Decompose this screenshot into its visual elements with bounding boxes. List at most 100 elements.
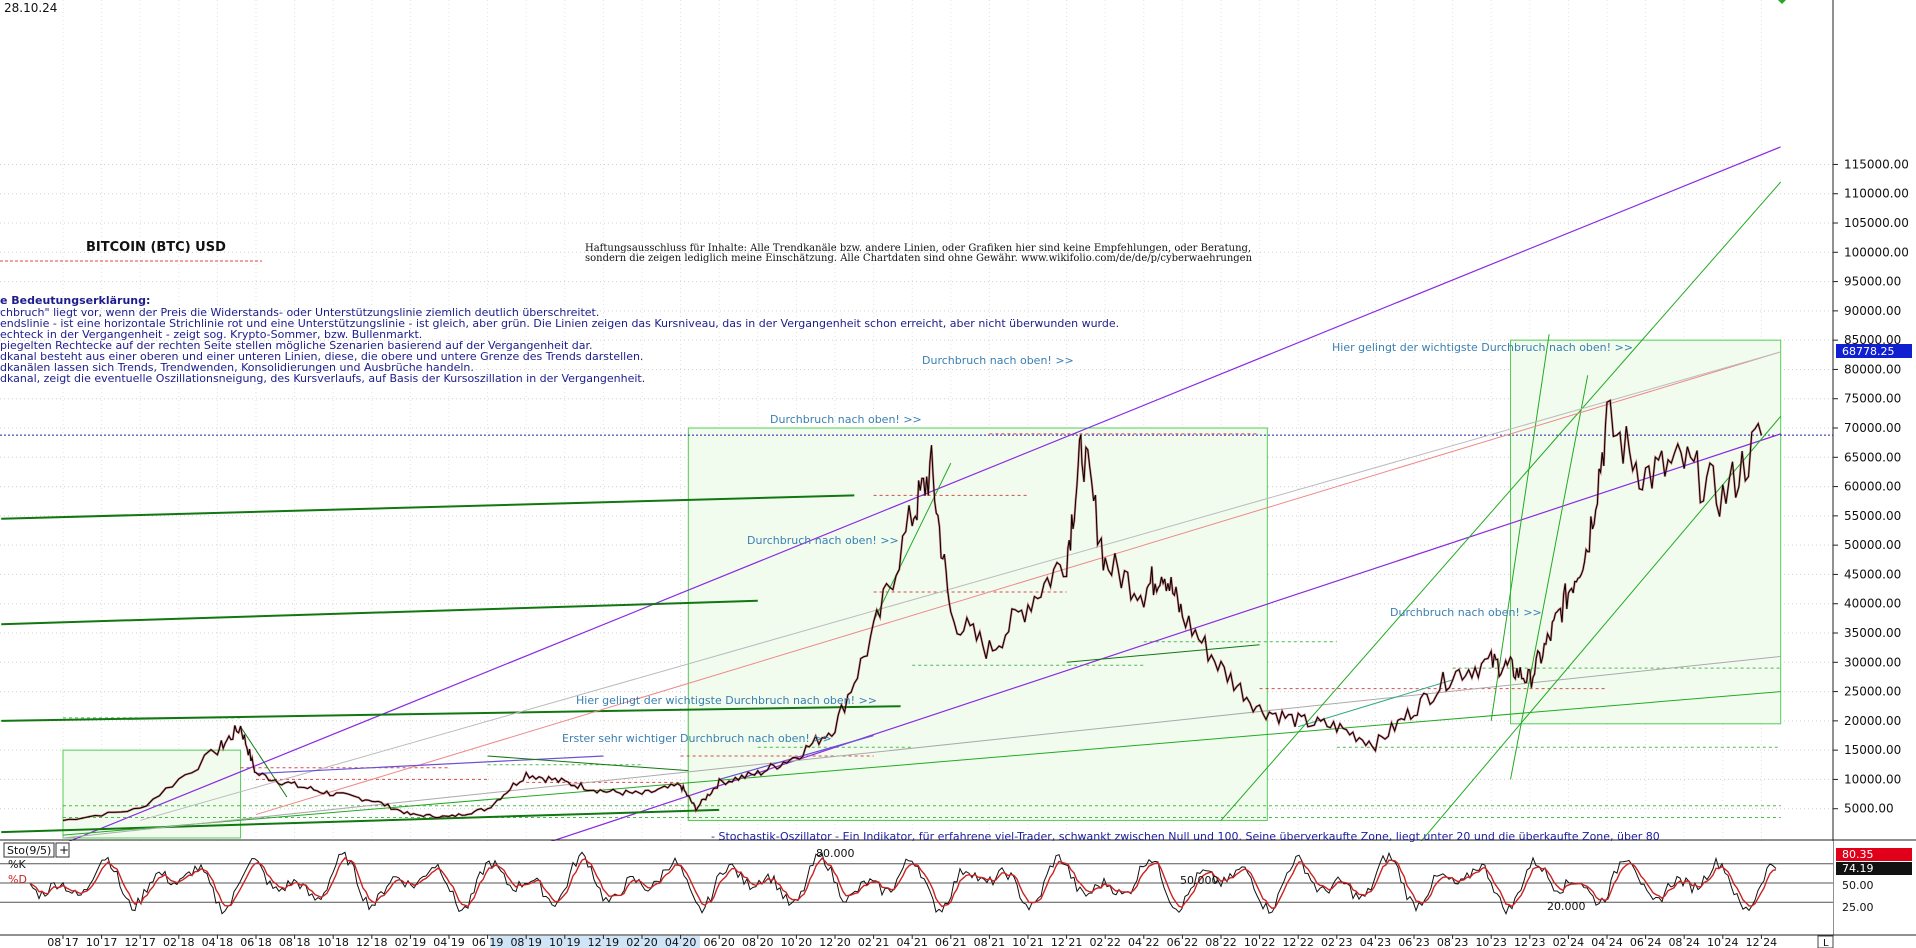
x-tick-label: 08 24 (1668, 936, 1700, 948)
trend-line (1413, 415, 1782, 851)
legend-line: dkanal, zeigt die eventuelle Oszillation… (0, 372, 645, 385)
x-tick-label: 04 21 (896, 936, 928, 948)
legend-line: dkanal besteht aus einer oberen und eine… (0, 350, 643, 363)
price-line (62, 399, 1762, 821)
bull-market-rectangles (62, 339, 1782, 839)
trend-line (1, 808, 720, 834)
y-tick-label: 20000.00 (1844, 714, 1901, 728)
trend-line (1, 494, 855, 520)
trend-line (62, 146, 1781, 845)
trend-line (255, 351, 1781, 816)
legend-line: chbruch" liegt vor, wenn der Preis die W… (0, 306, 599, 319)
x-tick-label: 12 21 (1051, 936, 1083, 948)
chart-title: BITCOIN (BTC) USD (86, 240, 226, 255)
indicator-name: Sto(9/5) (7, 844, 51, 857)
y-tick-label: 100000.00 (1844, 245, 1909, 259)
annotation-breakout: Durchbruch nach oben! >> (747, 534, 899, 547)
x-tick-label: 10 24 (1707, 936, 1739, 948)
y-tick-label: 5000.00 (1844, 802, 1894, 816)
annotation-breakout: Durchbruch nach oben! >> (922, 354, 1074, 367)
y-tick-label: 115000.00 (1844, 157, 1909, 171)
y-tick-label: 25000.00 (1844, 685, 1901, 699)
x-tick-label: 06 20 (703, 936, 735, 948)
current-price-value: 68778.25 (1842, 345, 1895, 358)
scroll-label[interactable]: L (1823, 938, 1829, 948)
d-label: %D (8, 873, 27, 886)
trend-line (1066, 644, 1260, 663)
osc-axis-50: 50.00 (1842, 879, 1874, 892)
x-tick-label: 10 17 (86, 936, 118, 948)
current-price-badge: 68778.25 (1836, 344, 1912, 358)
x-tick-label: 06 23 (1398, 936, 1430, 948)
x-tick-label: 12 23 (1514, 936, 1546, 948)
x-tick-label: 04 20 (665, 936, 697, 948)
y-tick-label: 105000.00 (1844, 216, 1909, 230)
x-tick-label: 12 20 (819, 936, 851, 948)
annotation-key-breakout: Hier gelingt der wichtigste Durchbruch n… (1332, 341, 1633, 354)
y-tick-label: 65000.00 (1844, 450, 1901, 464)
y-tick-label: 40000.00 (1844, 597, 1901, 611)
trend-lines (1, 146, 1782, 851)
y-tick-label: 80000.00 (1844, 362, 1901, 376)
y-tick-label: 55000.00 (1844, 509, 1901, 523)
stochastic-note: - Stochastik-Oszillator - Ein Indikator,… (711, 830, 1660, 843)
x-tick-label: 06 21 (935, 936, 967, 948)
y-tick-label: 30000.00 (1844, 655, 1901, 669)
x-tick-label: 02 22 (1089, 936, 1121, 948)
y-tick-label: 110000.00 (1844, 187, 1909, 201)
legend-line: endslinie - ist eine horizontale Strichl… (0, 317, 1119, 330)
x-tick-label: 04 19 (433, 936, 465, 948)
price-series (62, 398, 1763, 822)
x-tick-label: 02 23 (1321, 936, 1353, 948)
legend-line: echteck in der Vergangenheit - zeigt sog… (0, 328, 422, 341)
x-tick-label: 06 24 (1630, 936, 1662, 948)
trend-line (487, 755, 689, 772)
d-value: 74.19 (1842, 862, 1874, 875)
disclaimer-line-2: sondern die zeigen lediglich meine Einsc… (585, 253, 1253, 264)
x-tick-label: 12 17 (124, 936, 156, 948)
y-tick-label: 10000.00 (1844, 772, 1901, 786)
x-tick-label: 08 18 (279, 936, 311, 948)
x-tick-label: 10 20 (781, 936, 813, 948)
level-20-label: 20.000 (1547, 900, 1586, 913)
annotation-breakout: Durchbruch nach oben! >> (1390, 606, 1542, 619)
legend-line: dkanälen lassen sich Trends, Trendwenden… (0, 361, 474, 374)
x-tick-label: 08 17 (47, 936, 79, 948)
x-tick-label: 06 19 (472, 936, 504, 948)
stochastic-d-line (29, 856, 1777, 909)
indicator-tag[interactable] (3, 842, 55, 858)
annotations: Durchbruch nach oben! >> Durchbruch nach… (562, 341, 1633, 745)
y-tick-label: 50000.00 (1844, 538, 1901, 552)
x-tick-label: 02 24 (1553, 936, 1585, 948)
y-tick-label: 45000.00 (1844, 567, 1901, 581)
time-axis: 08 17 10 17 12 17 02 18 04 18 06 18 08 18 10 18… (47, 935, 1777, 948)
x-tick-label: 06 18 (240, 936, 272, 948)
trend-line (62, 655, 1781, 839)
x-tick-label: 10 19 (549, 936, 581, 948)
date-label: 28.10.24 (4, 1, 57, 15)
x-tick-label: 02 21 (858, 936, 890, 948)
trend-line (1490, 334, 1550, 721)
trend-line (255, 755, 604, 775)
trend-line (873, 462, 952, 622)
trend-line (1510, 375, 1589, 780)
k-value: 80.35 (1842, 848, 1874, 861)
x-tick-label: 12 22 (1282, 936, 1314, 948)
indicator-add-icon[interactable]: + (59, 843, 69, 857)
y-tick-label: 75000.00 (1844, 392, 1901, 406)
indicator-add-button[interactable] (55, 842, 70, 858)
scroll-button[interactable] (1817, 935, 1834, 948)
trend-line (526, 433, 1781, 851)
trend-line (1, 705, 901, 722)
annotation-breakout: Durchbruch nach oben! >> (770, 413, 922, 426)
x-tick-label: 04 23 (1360, 936, 1392, 948)
level-80-label: 80.000 (816, 847, 855, 860)
disclaimer-line-1: Haftungsausschluss für Inhalte: Alle Tre… (585, 243, 1251, 254)
legend-line: piegelten Rechtecke auf der rechten Seit… (0, 339, 593, 352)
y-tick-label: 35000.00 (1844, 626, 1901, 640)
y-tick-label: 90000.00 (1844, 304, 1901, 318)
k-label: %K (8, 858, 26, 871)
trend-line (1, 599, 758, 626)
bull-market-rectangle (62, 749, 242, 839)
